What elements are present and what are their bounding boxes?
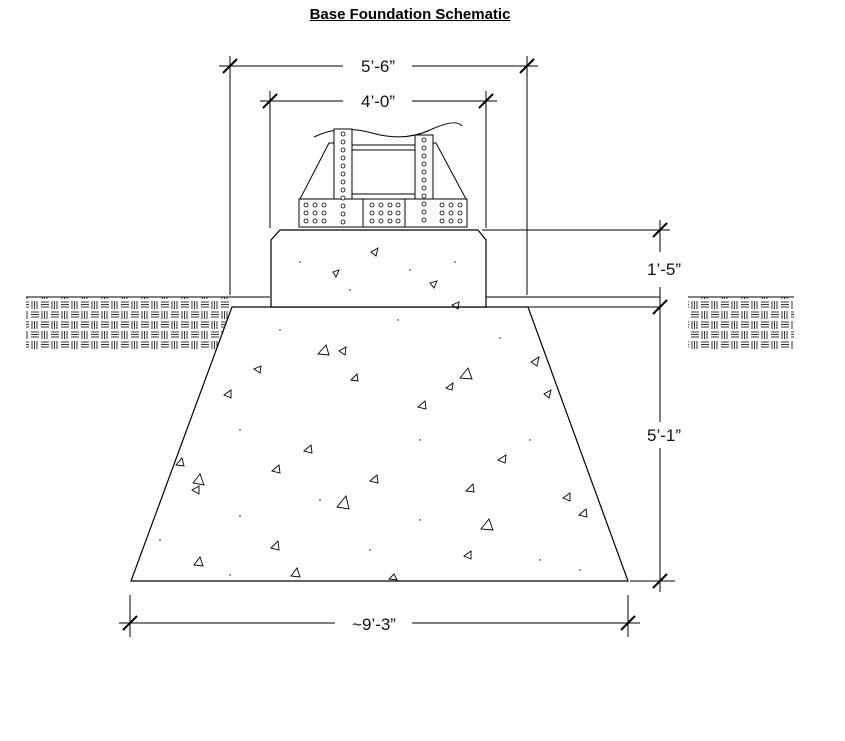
dimension-label-5ft6in: 5’-6” [361, 57, 395, 76]
concrete-dots [159, 261, 581, 576]
dimension-label-5ft1in: 5’-1” [647, 426, 681, 445]
dimension-label-9ft3in: ~9’-3” [352, 615, 396, 634]
soil-hatch-left [26, 296, 270, 349]
soil-hatch-right [688, 296, 794, 349]
dimension-lines [119, 56, 675, 637]
dimension-label-1ft5in: 1’-5” [647, 260, 681, 279]
tower-base [298, 122, 468, 228]
diagram-title: Base Foundation Schematic [309, 6, 511, 23]
dimension-label-4ft0in: 4’-0” [361, 92, 395, 111]
concrete-pedestal [270, 229, 487, 308]
bolt-holes [303, 131, 463, 225]
concrete-aggregate [175, 247, 588, 581]
